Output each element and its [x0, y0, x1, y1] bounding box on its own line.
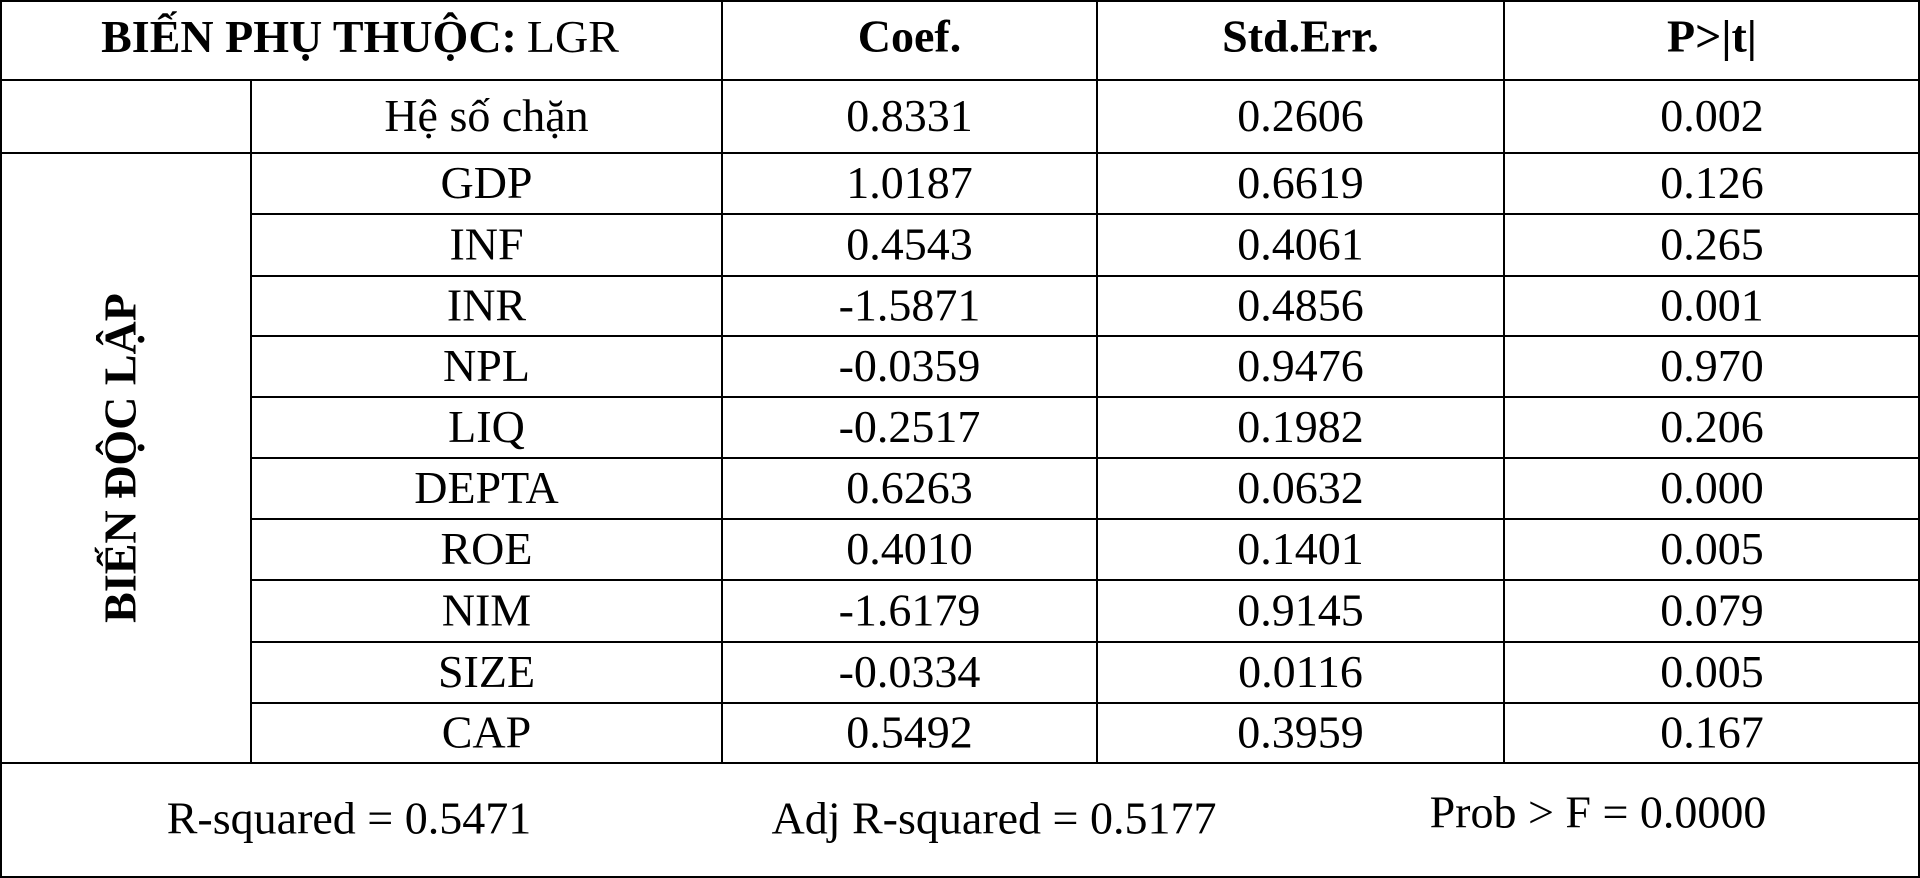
cell-value: 0.4061 — [1237, 219, 1364, 270]
variable-name: CAP — [442, 707, 531, 758]
cell-value: 1.0187 — [846, 157, 973, 208]
variable-name: INF — [449, 219, 523, 270]
footer-stat: Adj R-squared = 0.5177 — [772, 793, 1217, 844]
cell-value: 0.970 — [1660, 340, 1764, 391]
cell-value: 0.001 — [1660, 280, 1764, 331]
column-header: Std.Err. — [1222, 11, 1379, 62]
cell-value: 0.4010 — [846, 523, 973, 574]
variable-name: GDP — [440, 157, 532, 208]
cell-value: 0.2606 — [1237, 90, 1364, 141]
cell-value: 0.0116 — [1238, 646, 1363, 697]
footer-stat: R-squared = 0.5471 — [167, 793, 532, 844]
column-header: Coef. — [858, 11, 961, 62]
cell-value: 0.005 — [1660, 523, 1764, 574]
cell-value: 0.1401 — [1237, 523, 1364, 574]
cell-value: 0.3959 — [1237, 707, 1364, 758]
footer-stat: Prob > F = 0.0000 — [1430, 787, 1767, 838]
cell-value: 0.5492 — [846, 707, 973, 758]
variable-name: SIZE — [438, 646, 535, 697]
cell-value: 0.9145 — [1237, 585, 1364, 636]
cell-value: 0.6263 — [846, 462, 973, 513]
cell-value: 0.126 — [1660, 157, 1764, 208]
cell-value: 0.206 — [1660, 401, 1764, 452]
cell-value: 0.265 — [1660, 219, 1764, 270]
dependent-label: BIẾN PHỤ THUỘC: — [101, 10, 517, 62]
cell-value: -0.0334 — [839, 646, 981, 697]
variable-name: DEPTA — [414, 462, 559, 513]
dependent-header: BIẾN PHỤ THUỘC: LGR — [101, 10, 619, 62]
cell-value: 0.9476 — [1237, 340, 1364, 391]
cell-value: -0.0359 — [839, 340, 981, 391]
group-label: BIẾN ĐỘC LẬP — [94, 293, 146, 623]
cell-value: 0.167 — [1660, 707, 1764, 758]
dependent-var: LGR — [527, 11, 619, 62]
cell-value: 0.000 — [1660, 462, 1764, 513]
cell-value: -0.2517 — [839, 401, 981, 452]
variable-name: INR — [447, 280, 527, 331]
cell-value: -1.5871 — [839, 280, 981, 331]
variable-name: NPL — [443, 340, 530, 391]
cell-value: 0.1982 — [1237, 401, 1364, 452]
variable-name: LIQ — [448, 401, 525, 452]
cell-value: 0.002 — [1660, 90, 1764, 141]
cell-value: 0.4856 — [1237, 280, 1364, 331]
cell-value: 0.6619 — [1237, 157, 1364, 208]
variable-name: ROE — [441, 523, 533, 574]
cell-value: 0.079 — [1660, 585, 1764, 636]
column-header: P>|t| — [1667, 11, 1757, 62]
cell-value: -1.6179 — [839, 585, 981, 636]
cell-value: 0.4543 — [846, 219, 973, 270]
cell-value: 0.005 — [1660, 646, 1764, 697]
cell-value: 0.8331 — [846, 90, 973, 141]
variable-name: Hệ số chặn — [384, 90, 588, 141]
cell-value: 0.0632 — [1237, 462, 1364, 513]
variable-name: NIM — [442, 585, 531, 636]
